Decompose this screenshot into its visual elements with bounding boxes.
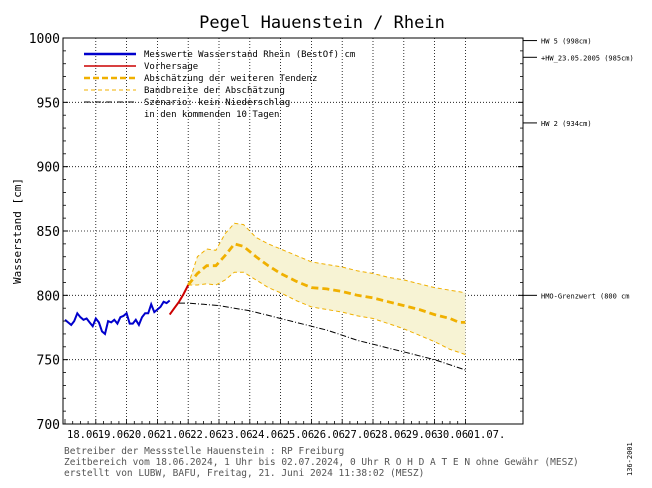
threshold-label: HMO-Grenzwert (800 cm <box>541 292 630 300</box>
footer-line-3: erstellt von LUBW, BAFU, Freitag, 21. Ju… <box>64 468 424 479</box>
measured-line <box>64 299 171 336</box>
x-tick-label: 19.06. <box>98 429 136 441</box>
legend-label: Bandbreite der Abschätzung <box>144 86 285 96</box>
x-tick-label: 23.06. <box>221 429 259 441</box>
legend-label: Abschätzung der weiteren Tendenz <box>144 74 317 84</box>
x-tick-label: 22.06. <box>190 429 228 441</box>
tendency-line <box>187 242 466 324</box>
legend-label: Szenario: kein Niederschlag <box>144 98 290 108</box>
threshold-label: +HW_23.05.2005 (985cm) <box>541 54 634 62</box>
x-tick-label: 24.06. <box>252 429 290 441</box>
x-tick-label: 20.06. <box>129 429 167 441</box>
y-axis-label: Wasserstand [cm] <box>11 178 24 284</box>
scenario-line <box>179 302 466 371</box>
legend-label: in den kommenden 10 Tagen <box>144 110 279 120</box>
x-tick-label: 21.06. <box>159 429 197 441</box>
legend-label: Messwerte Wasserstand Rhein (BestOf) cm <box>144 50 355 60</box>
band-lower-line <box>188 271 466 355</box>
x-tick-label: 01.07. <box>467 429 505 441</box>
y-tick-label: 900 <box>37 161 60 176</box>
x-tick-label: 27.06. <box>344 429 382 441</box>
footer-line-2: Zeitbereich vom 18.06.2024, 1 Uhr bis 02… <box>64 457 579 468</box>
x-tick-label: 28.06. <box>375 429 413 441</box>
footer-line-1: Betreiber der Messstelle Hauenstein : RP… <box>64 446 344 457</box>
threshold-label: HW 2 (934cm) <box>541 120 592 128</box>
x-tick-label: 26.06. <box>313 429 351 441</box>
forecast-line <box>168 284 190 316</box>
thresholds: HW 5 (998cm) +HW_23.05.2005 (985cm) HW 2 (… <box>523 38 634 300</box>
threshold-label: HW 5 (998cm) <box>541 38 592 46</box>
legend: Messwerte Wasserstand Rhein (BestOf) cm V… <box>84 50 355 120</box>
grid <box>63 38 523 424</box>
y-tick-label: 950 <box>37 96 60 111</box>
x-tick-label: 18.06. <box>67 429 105 441</box>
chart-title: Pegel Hauenstein / Rhein <box>199 13 445 33</box>
side-code: 136-2001 <box>626 442 634 476</box>
x-axis: 18.06.19.06.20.06.21.06.22.06.23.06.24.0… <box>64 419 505 441</box>
x-tick-label: 25.06. <box>283 429 321 441</box>
legend-label: Vorhersage <box>144 62 198 72</box>
x-tick-label: 30.06. <box>437 429 475 441</box>
series-lines <box>64 222 466 371</box>
y-tick-label: 750 <box>37 354 60 369</box>
band-upper-line <box>187 222 466 294</box>
y-tick-label: 800 <box>37 289 60 304</box>
x-tick-label: 29.06. <box>406 429 444 441</box>
y-tick-label: 700 <box>37 418 60 433</box>
y-tick-label: 1000 <box>29 32 60 47</box>
y-tick-label: 850 <box>37 225 60 240</box>
y-axis: 700 750 800 850 900 950 1000 <box>29 32 523 433</box>
